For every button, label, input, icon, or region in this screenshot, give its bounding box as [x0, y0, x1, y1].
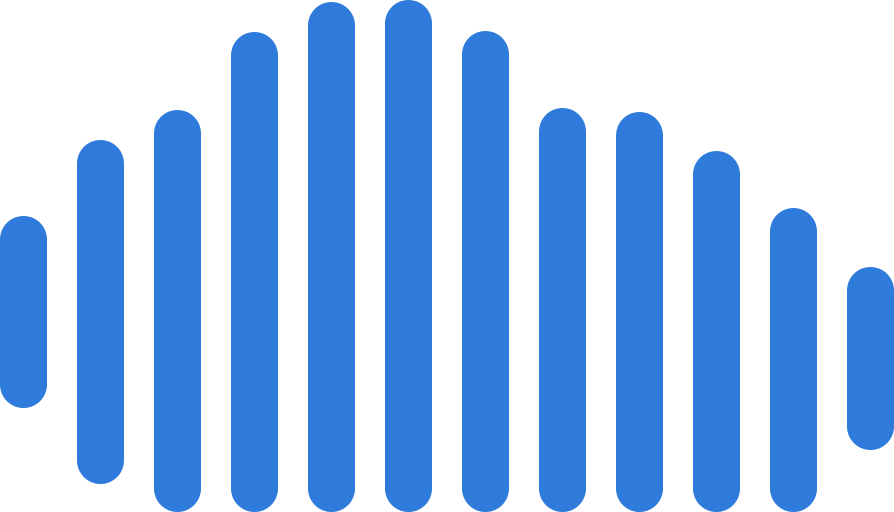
waveform-bar-6 [385, 0, 432, 512]
waveform-bar-3 [154, 110, 201, 512]
waveform-bar-8 [539, 108, 586, 512]
waveform-bar-9 [616, 112, 663, 512]
waveform-bar-11 [770, 208, 817, 512]
waveform-bar-1 [0, 216, 47, 408]
waveform-bar-10 [693, 151, 740, 512]
waveform-bar-7 [462, 31, 509, 512]
waveform-bar-2 [77, 140, 124, 484]
waveform-bar-5 [308, 2, 355, 512]
waveform-bar-12 [847, 267, 894, 450]
waveform-bar-4 [231, 32, 278, 512]
